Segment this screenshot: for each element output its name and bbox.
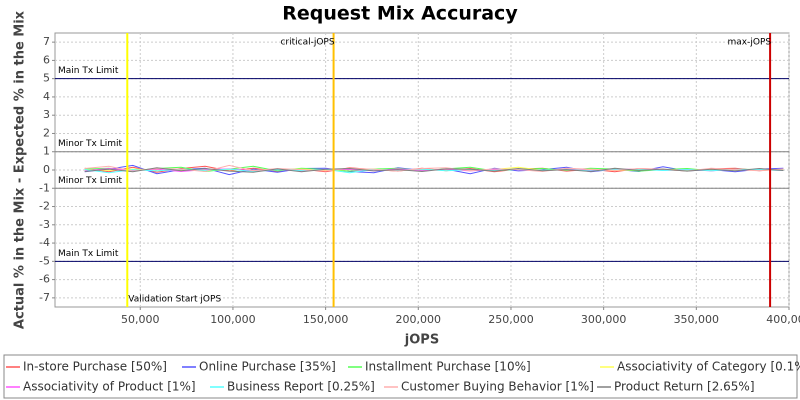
legend-label: Product Return [2.65%] xyxy=(614,380,755,394)
limit-label: Main Tx Limit xyxy=(58,249,119,259)
x-tick-label: 250,000 xyxy=(488,313,534,326)
legend-label: Installment Purchase [10%] xyxy=(365,360,531,374)
x-tick-label: 50,000 xyxy=(121,313,160,326)
limit-label: Minor Tx Limit xyxy=(58,176,123,186)
y-tick-label: 5 xyxy=(43,72,50,85)
legend-label: In-store Purchase [50%] xyxy=(23,360,167,374)
x-tick-label: 400,000 xyxy=(766,313,800,326)
legend-label: Business Report [0.25%] xyxy=(227,380,375,394)
x-tick-label: 300,000 xyxy=(581,313,627,326)
legend-label: Customer Buying Behavior [1%] xyxy=(401,380,594,394)
marker-label: Validation Start jOPS xyxy=(128,295,221,305)
y-tick-label: 0 xyxy=(43,163,50,176)
y-tick-label: 7 xyxy=(43,35,50,48)
y-tick-label: 6 xyxy=(43,53,50,66)
x-tick-label: 200,000 xyxy=(396,313,442,326)
y-tick-label: -6 xyxy=(39,273,50,286)
x-axis-label: jOPS xyxy=(404,333,439,348)
y-tick-label: -3 xyxy=(39,218,50,231)
y-axis-label: Actual % in the Mix - Expected % in the … xyxy=(13,10,28,329)
y-tick-label: 2 xyxy=(43,126,50,139)
marker-label: critical-jOPS xyxy=(280,38,334,48)
x-tick-label: 350,000 xyxy=(674,313,720,326)
chart-title: Request Mix Accuracy xyxy=(282,3,518,25)
series-line xyxy=(84,167,784,173)
y-tick-label: -4 xyxy=(39,236,50,249)
limit-label: Minor Tx Limit xyxy=(58,139,123,149)
legend-box xyxy=(3,354,798,399)
legend-label: Associativity of Category [0.1%] xyxy=(617,360,800,374)
y-tick-label: 1 xyxy=(43,145,50,158)
legend-label: Online Purchase [35%] xyxy=(199,360,336,374)
x-tick-label: 100,000 xyxy=(210,313,256,326)
y-tick-label: -7 xyxy=(39,291,50,304)
y-tick-label: -5 xyxy=(39,254,50,267)
y-tick-label: 4 xyxy=(43,90,50,103)
legend-label: Associativity of Product [1%] xyxy=(23,380,196,394)
y-tick-label: -2 xyxy=(39,200,50,213)
limit-label: Main Tx Limit xyxy=(58,66,119,76)
x-tick-label: 150,000 xyxy=(303,313,349,326)
y-tick-label: -1 xyxy=(39,181,50,194)
y-tick-label: 3 xyxy=(43,108,50,121)
marker-label: max-jOPS xyxy=(728,38,772,48)
